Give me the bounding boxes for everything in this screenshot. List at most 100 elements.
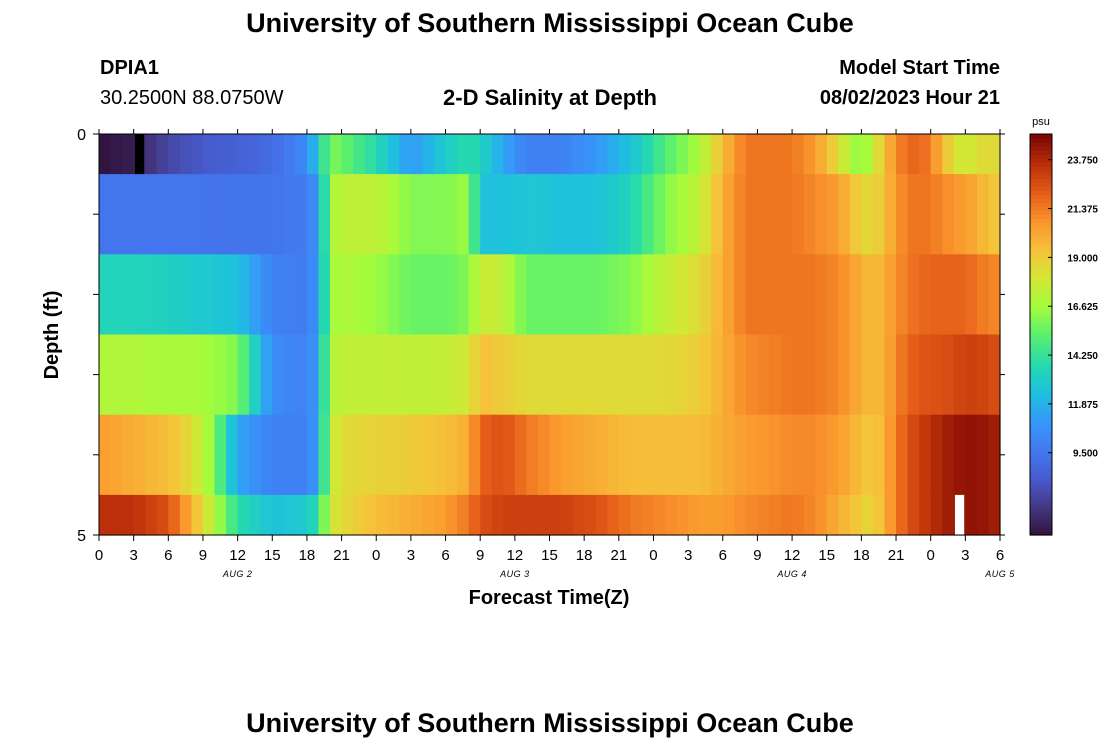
heatmap-cell (653, 254, 666, 336)
heatmap-cell (919, 414, 932, 496)
heatmap-cell (480, 334, 493, 416)
heatmap-cell (618, 174, 631, 255)
colorbar-segment (1030, 190, 1052, 195)
heatmap-cell (480, 254, 493, 336)
heatmap-cell (988, 174, 1001, 255)
heatmap-cell (803, 254, 816, 336)
heatmap-cell (930, 254, 943, 336)
heatmap-cell (410, 174, 424, 255)
heatmap-cell (526, 494, 539, 536)
heatmap-cell (630, 334, 643, 416)
colorbar-segment (1030, 222, 1052, 227)
heatmap-cell (607, 254, 620, 336)
heatmap-cell (595, 414, 608, 496)
heatmap-cell (110, 414, 123, 496)
heatmap-cell (745, 174, 759, 255)
missing-data-markers (134, 134, 965, 535)
heatmap-cell (595, 134, 608, 175)
x-tick-label: 12 (229, 547, 246, 564)
heatmap-cell (745, 494, 759, 536)
colorbar-segment (1030, 158, 1052, 163)
heatmap-cell (318, 334, 331, 416)
heatmap-cell (376, 494, 389, 536)
colorbar-tick-label: 14.250 (1067, 351, 1098, 362)
heatmap-cell (514, 494, 527, 536)
colorbar-segment (1030, 390, 1052, 396)
x-tick-label: 21 (333, 547, 350, 564)
heatmap-cell (399, 254, 412, 336)
heatmap-cell (168, 254, 181, 336)
heatmap-cell (399, 134, 412, 175)
colorbar-segment (1030, 414, 1052, 420)
heatmap-cell (237, 174, 250, 255)
heatmap-cell (514, 134, 527, 175)
heatmap-cell (803, 334, 816, 416)
heatmap-cell (260, 134, 273, 175)
heatmap-cell (272, 134, 285, 175)
colorbar-segment (1030, 154, 1052, 159)
x-tick-label: 12 (507, 547, 524, 564)
heatmap-cell (191, 414, 204, 496)
heatmap-cell (410, 334, 424, 416)
heatmap-cell (226, 134, 239, 175)
heatmap-cell (699, 134, 712, 175)
heatmap-cell (607, 334, 620, 416)
heatmap-cell (249, 254, 262, 336)
heatmap-cell (353, 174, 366, 255)
heatmap-cell (433, 494, 447, 536)
heatmap-cell (537, 414, 551, 496)
heatmap-cell (133, 494, 146, 536)
axis-ticks (93, 129, 1005, 541)
colorbar-segment (1030, 214, 1052, 219)
date-label: AUG 2 (222, 569, 253, 579)
y-tick-label: 5 (77, 528, 86, 545)
colorbar-segment (1030, 370, 1052, 376)
heatmap-cell (722, 414, 735, 496)
heatmap-cell (410, 494, 424, 536)
colorbar-segment (1030, 510, 1052, 516)
heatmap-cell (584, 134, 597, 175)
heatmap-cell (665, 414, 678, 496)
heatmap-cell (260, 334, 273, 416)
colorbar-segment (1030, 426, 1052, 432)
heatmap-cell (179, 494, 193, 536)
heatmap-cell (249, 334, 262, 416)
x-tick-label: 0 (372, 547, 380, 564)
y-tick-labels: 05 (77, 127, 86, 545)
heatmap-cell (641, 494, 655, 536)
heatmap-cell (191, 254, 204, 336)
salinity-heatmap-chart: 0 3 6 9 12 15 18 21 0 3 6 9 12 15 18 21 0 3 6 9 12 15 18 21 0 3 6 … (41, 116, 1098, 609)
heatmap-cell (861, 334, 874, 416)
colorbar-segment (1030, 338, 1052, 344)
heatmap-cell (202, 174, 216, 255)
heatmap-cell (214, 494, 227, 536)
heatmap-cell (561, 134, 574, 175)
colorbar-segment (1030, 182, 1052, 187)
heatmap-cell (156, 414, 169, 496)
heatmap-cell (156, 134, 169, 175)
heatmap-cell (849, 254, 862, 336)
heatmap-cell (665, 174, 678, 255)
heatmap-cell (249, 134, 262, 175)
heatmap-cell (930, 334, 943, 416)
heatmap-cell (792, 254, 805, 336)
heatmap-cell (457, 174, 470, 255)
heatmap-cell (260, 494, 273, 536)
colorbar-segment (1030, 430, 1052, 436)
heatmap-cell (503, 134, 516, 175)
heatmap-cell (526, 254, 539, 336)
y-axis-label: Depth (ft) (41, 291, 63, 380)
heatmap-cell (572, 494, 585, 536)
heatmap-cell (99, 334, 112, 416)
heatmap-cell (884, 494, 897, 536)
colorbar-segment (1030, 386, 1052, 392)
heatmap-cell (445, 174, 458, 255)
heatmap-cell (214, 254, 227, 336)
heatmap-cell (780, 174, 793, 255)
colorbar-segment (1030, 334, 1052, 340)
heatmap-cell (930, 494, 943, 536)
colorbar-segment (1030, 286, 1052, 291)
heatmap-cell (826, 254, 839, 336)
heatmap-cell (561, 494, 574, 536)
heatmap-cell (468, 174, 481, 255)
